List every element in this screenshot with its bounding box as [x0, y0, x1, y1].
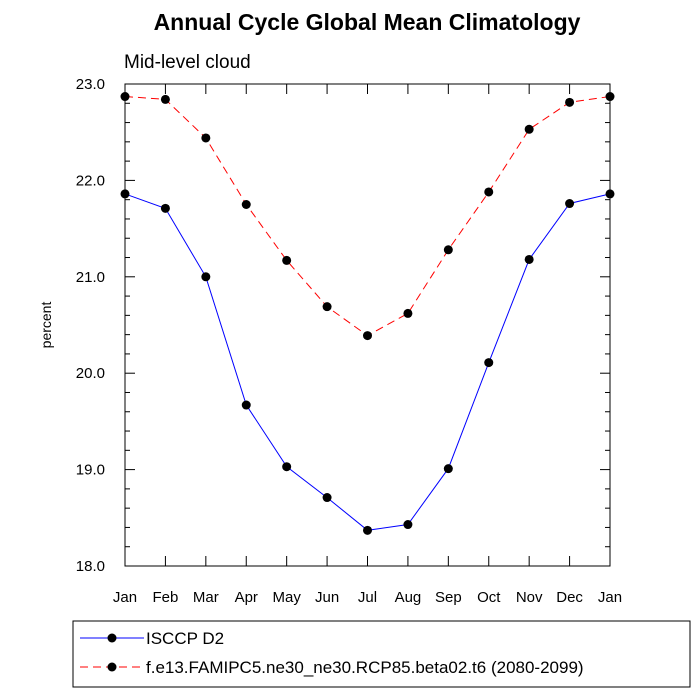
x-tick-label: Aug	[395, 589, 422, 606]
x-tick-label: Dec	[556, 589, 583, 606]
x-tick-label: May	[272, 589, 301, 606]
x-tick-label: Jun	[315, 589, 339, 606]
data-point	[524, 254, 534, 264]
x-tick-label: Sep	[435, 589, 462, 606]
legend-marker-isccp	[107, 633, 117, 643]
data-point	[443, 464, 453, 474]
y-tick-label: 18.0	[76, 558, 105, 575]
data-point	[322, 302, 332, 312]
series-group	[120, 92, 615, 535]
y-tick-label: 23.0	[76, 76, 105, 93]
data-point	[403, 520, 413, 530]
data-point	[565, 199, 575, 209]
y-tick-label: 22.0	[76, 172, 105, 189]
y-tick-labels: 18.0 19.0 20.0 21.0 22.0 23.0	[76, 76, 105, 575]
legend-label-isccp: ISCCP D2	[146, 629, 224, 648]
axis-ticks	[124, 83, 611, 567]
data-point	[443, 245, 453, 255]
data-point	[524, 124, 534, 134]
x-tick-labels: Jan Feb Mar Apr May Jun Jul Aug Sep Oct Nov Dec Jan	[113, 589, 622, 606]
y-tick-label: 19.0	[76, 462, 105, 479]
legend-label-model: f.e13.FAMIPC5.ne30_ne30.RCP85.beta02.t6 …	[146, 658, 584, 677]
x-tick-label: Mar	[193, 589, 219, 606]
series-line-1	[124, 96, 611, 337]
data-point	[120, 92, 130, 102]
x-tick-label: Jul	[358, 589, 377, 606]
chart-subtitle: Mid-level cloud	[124, 52, 251, 73]
x-tick-label: Nov	[516, 589, 543, 606]
data-point	[322, 493, 332, 503]
data-point	[201, 272, 211, 282]
x-tick-label: Jan	[598, 589, 622, 606]
x-tick-label: Apr	[235, 589, 258, 606]
data-point	[282, 462, 292, 472]
data-point	[403, 308, 413, 318]
y-tick-label: 21.0	[76, 269, 105, 286]
series-line-0	[124, 193, 611, 531]
x-tick-label: Oct	[477, 589, 501, 606]
data-point	[201, 133, 211, 143]
legend-entry-isccp: ISCCP D2	[80, 629, 224, 648]
legend-marker-model	[107, 662, 117, 672]
x-tick-label: Jan	[113, 589, 137, 606]
data-point	[363, 331, 372, 341]
chart-title: Annual Cycle Global Mean Climatology	[154, 9, 581, 35]
data-point	[160, 94, 170, 104]
data-point	[484, 187, 494, 197]
data-point	[605, 92, 615, 102]
data-point	[484, 358, 494, 368]
data-point	[241, 400, 251, 410]
legend-box	[72, 620, 691, 688]
data-point	[120, 189, 130, 199]
plot-frame	[124, 83, 611, 567]
y-tick-label: 20.0	[76, 365, 105, 382]
data-point	[241, 200, 251, 209]
data-point	[282, 255, 292, 265]
data-point	[605, 189, 615, 199]
y-axis-label: percent	[38, 302, 54, 349]
data-point	[565, 97, 575, 107]
legend-entry-model: f.e13.FAMIPC5.ne30_ne30.RCP85.beta02.t6 …	[80, 658, 584, 677]
data-point	[363, 525, 372, 535]
x-tick-label: Feb	[152, 589, 178, 606]
data-point	[160, 203, 170, 213]
